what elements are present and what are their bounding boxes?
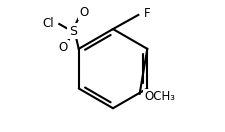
Text: S: S <box>68 25 76 37</box>
Text: O: O <box>59 41 68 54</box>
Text: Cl: Cl <box>42 17 53 30</box>
Text: OCH₃: OCH₃ <box>143 90 174 103</box>
Text: O: O <box>79 6 88 19</box>
Text: F: F <box>143 7 150 20</box>
